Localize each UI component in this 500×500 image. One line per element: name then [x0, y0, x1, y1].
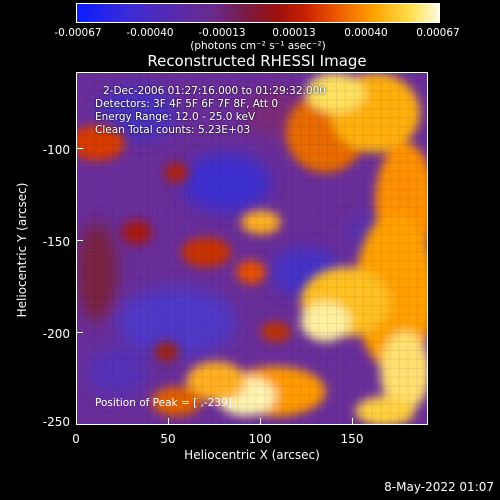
colorbar-tick: 0.00040 [344, 27, 388, 39]
y-tick-label: -150 [42, 235, 70, 249]
x-tickmark [260, 418, 261, 425]
colorbar-tick: -0.00040 [126, 27, 174, 39]
solar-image-plot: 2-Dec-2006 01:27:16.000 to 01:29:32.000 … [76, 72, 428, 425]
colorbar [76, 3, 440, 23]
y-axis-label: Heliocentric Y (arcsec) [15, 182, 29, 318]
x-tick-label: 100 [248, 432, 272, 446]
colorbar-tick: 0.00013 [272, 27, 316, 39]
x-tickmark [352, 418, 353, 425]
y-tickmark [76, 148, 83, 149]
x-tick-label: 150 [340, 432, 364, 446]
detectors: Detectors: 3F 4F 5F 6F 7F 8F, Att 0 [95, 98, 279, 110]
y-tickmark [76, 240, 83, 241]
plot-title: Reconstructed RHESSI Image [147, 52, 367, 70]
colorbar-tick: -0.00067 [54, 27, 102, 39]
x-tickmark [168, 418, 169, 425]
method-counts: Clean Total counts: 5.23E+03 [95, 124, 251, 136]
energy-range: Energy Range: 12.0 - 25.0 keV [95, 111, 256, 123]
rhessi-image [77, 73, 427, 424]
colorbar-tick: -0.00013 [198, 27, 246, 39]
x-tick-label: 50 [160, 432, 176, 446]
colorbar-units: (photons cm⁻² s⁻¹ asec⁻²) [190, 40, 326, 52]
x-tickmark [76, 418, 77, 425]
y-tick-label: -250 [42, 415, 70, 429]
date-stamp: 8-May-2022 01:07 [384, 480, 494, 494]
peak-position: Position of Peak = [ ,-239] [95, 397, 232, 409]
y-tickmark [76, 332, 83, 333]
colorbar-tick: 0.00067 [416, 27, 460, 39]
x-axis-label: Heliocentric X (arcsec) [184, 448, 320, 462]
y-tick-label: -200 [42, 327, 70, 341]
x-tick-label: 0 [72, 432, 80, 446]
time-range: 2-Dec-2006 01:27:16.000 to 01:29:32.000 [103, 85, 326, 97]
y-tick-label: -100 [42, 143, 70, 157]
